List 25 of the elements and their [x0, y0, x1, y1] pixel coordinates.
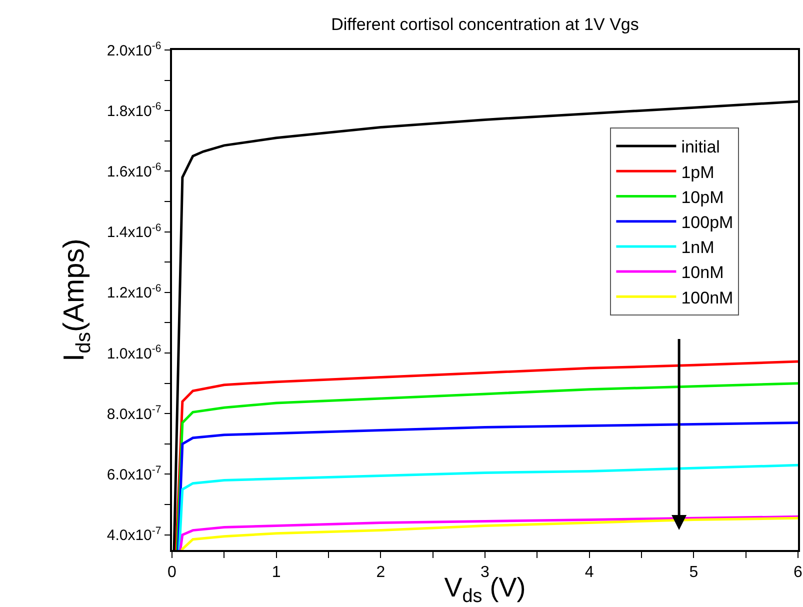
legend-label: 10pM	[681, 188, 724, 207]
x-tick-label: 0	[168, 564, 177, 581]
x-tick-label: 2	[376, 564, 386, 581]
x-tick-label: 6	[794, 564, 803, 581]
y-tick-label: 2.0x10$^{-6}$	[106, 40, 162, 60]
line-series	[177, 421, 798, 550]
y-tick-label: 1.6x10$^{-6}$	[106, 161, 162, 180]
y-tick-label: 1.2x10$^{-6}$	[106, 282, 162, 302]
line-series	[178, 464, 798, 550]
y-tick-label: 4.0x10$^{-7}$	[106, 524, 162, 544]
legend-label: 10nM	[681, 263, 724, 282]
legend-label: 100pM	[681, 212, 734, 232]
legend-label: 1nM	[681, 238, 714, 258]
legend-label: 100nM	[681, 288, 734, 308]
chart-title: Different cortisol concentration at 1V Vgs	[331, 14, 639, 34]
x-tick-label: 5	[689, 564, 698, 581]
y-tick-label: 1.4x10$^{-6}$	[106, 222, 162, 242]
y-tick-label: 6.0x10$^{-7}$	[106, 464, 162, 484]
x-tick-label: 4	[584, 564, 594, 581]
legend-label: initial	[681, 138, 720, 157]
y-tick-label: 1.8x10$^{-6}$	[106, 100, 162, 120]
legend-label: 1pM	[681, 162, 714, 182]
y-tick-label: 8.0x10$^{-7}$	[106, 404, 162, 423]
y-tick-label: 1.0x10$^{-6}$	[106, 342, 162, 362]
x-tick-label: 1	[272, 564, 281, 581]
